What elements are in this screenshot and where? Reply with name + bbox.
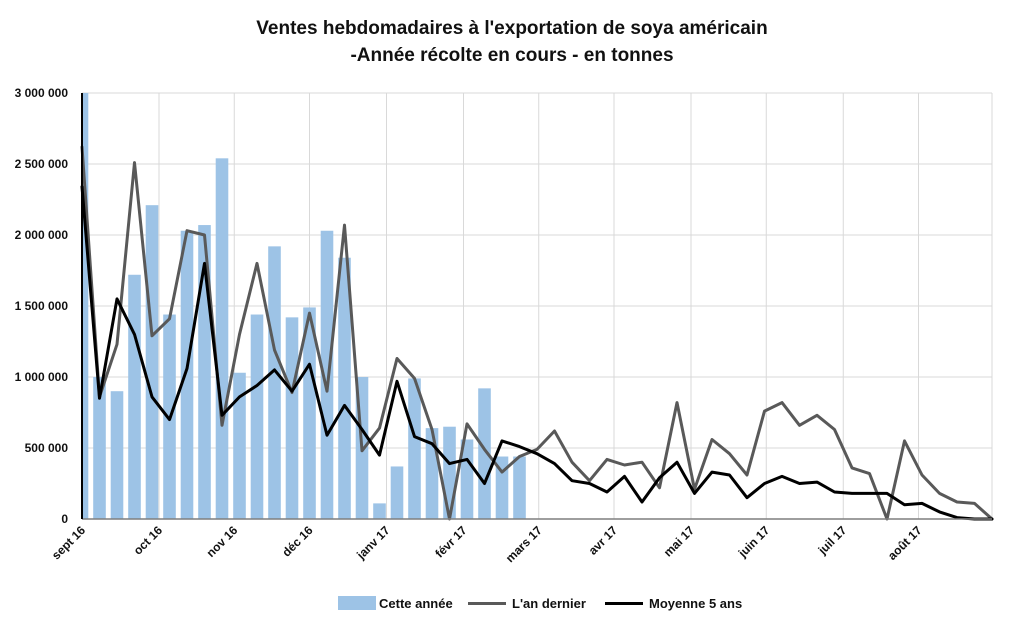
x-tick-label: mars 17 [503,523,545,565]
bar [443,426,456,519]
bar [145,205,159,519]
axes [81,93,992,520]
x-tick-label: nov 16 [204,523,241,560]
legend: Cette année L'an dernier Moyenne 5 ans [0,592,1024,614]
x-tick-label: févr 17 [432,523,469,560]
legend-label: Moyenne 5 ans [649,595,743,611]
y-tick-label: 2 000 000 [15,228,69,242]
y-tick-label: 0 [61,512,68,526]
bar [495,456,509,519]
bar [373,503,386,519]
chart-title-line2: -Année récolte en cours - en tonnes [350,45,674,66]
x-tick-label: janv 17 [353,523,393,563]
x-tick-label: avr 17 [586,523,621,558]
x-tick-label: juin 17 [735,523,773,561]
chart-title-line1: Ventes hebdomadaires à l'exportation de … [256,18,768,39]
y-tick-label: 1 000 000 [15,370,69,384]
bar [285,317,299,519]
x-tick-label: sept 16 [49,523,88,562]
bar [303,307,316,519]
line-series [80,145,994,521]
bar [110,391,124,519]
y-tick-label: 500 000 [25,441,69,455]
bar [338,257,351,519]
bar [390,466,404,519]
x-tick-label: déc 16 [279,523,316,560]
bar [82,93,89,519]
bar [215,158,229,519]
legend-item-moyenne-5-ans: Moyenne 5 ans [605,592,742,614]
bar [93,377,106,519]
legend-item-an-dernier: L'an dernier [468,592,586,614]
legend-item-cette-annee: Cette année [338,592,453,614]
y-tick-label: 3 000 000 [15,86,69,100]
y-tick-label: 1 500 000 [15,299,69,313]
x-tick-label: juil 17 [815,523,850,558]
bar [478,388,491,519]
x-axis-ticks: sept 16 oct 16 nov 16 déc 16 janv 17 févr 17 m… [49,523,925,565]
bar [180,230,194,520]
legend-label: Cette année [379,595,453,611]
legend-swatch-bar [338,596,376,610]
bar [513,456,526,519]
x-tick-label: août 17 [885,523,925,563]
legend-swatch-line-gray [468,601,506,605]
bar [408,378,421,519]
y-tick-label: 2 500 000 [15,157,69,171]
y-axis-ticks: 0 500 000 1 000 000 1 500 000 2 000 000 2 500… [15,86,69,526]
bar [268,246,281,520]
legend-label: L'an dernier [512,595,586,611]
bar [320,230,334,520]
bar [233,372,246,519]
x-tick-label: oct 16 [131,523,166,558]
x-tick-label: mai 17 [661,523,698,560]
bar [128,274,141,519]
line-an-dernier [80,145,994,521]
line-moyenne-5-ans [80,185,994,521]
legend-swatch-line-black [605,601,643,605]
bar [250,314,264,519]
